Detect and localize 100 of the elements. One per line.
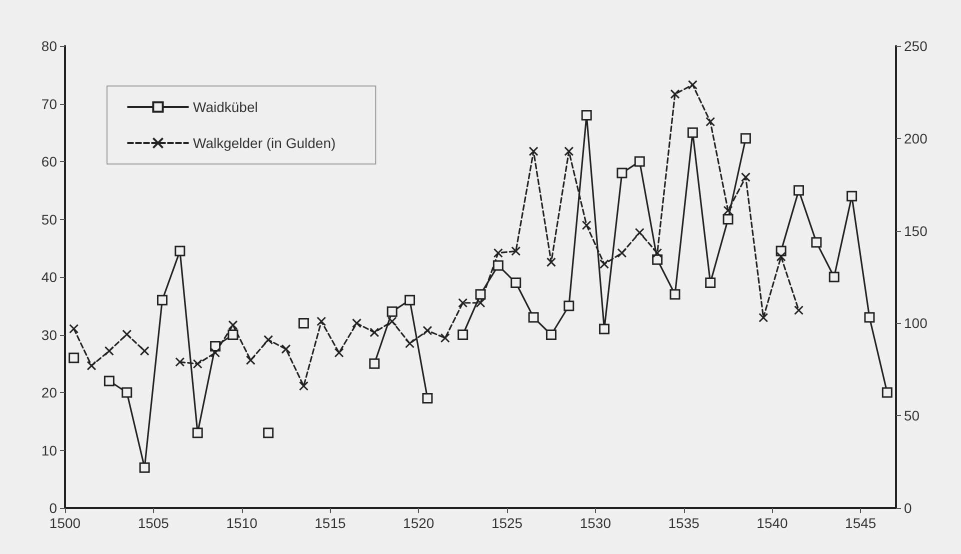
x-tick-label: 1530 [580,515,612,531]
point [670,289,680,300]
x-tick-label: 1545 [845,515,876,531]
point [69,324,79,334]
point [546,330,556,340]
point [104,346,114,356]
legend-label: Waidkübel [193,99,258,115]
point [298,381,308,391]
point [156,294,168,306]
y2-tick-label: 100 [904,315,928,332]
point [175,357,185,367]
point [581,110,592,121]
point [140,346,150,356]
point [458,330,468,340]
y-tick-label: 10 [41,442,58,458]
point [422,393,433,404]
point [528,146,538,156]
point [405,338,415,348]
point [228,320,238,330]
x-tick-label: 1510 [226,515,258,531]
point [370,328,380,338]
x-tick-label: 1540 [756,515,788,531]
point [192,359,202,369]
point [706,117,716,127]
point [387,316,397,326]
y2-tick-label: 200 [904,130,928,146]
point [546,257,556,267]
y2-tick-label: 0 [904,500,912,516]
point [722,214,734,224]
y-tick-label: 60 [41,154,58,170]
point [864,312,875,323]
x-tick-label: 1535 [668,515,700,531]
point [758,312,768,322]
point [582,220,592,230]
point [616,168,628,178]
y-tick-label: 40 [41,269,58,285]
y2-tick-label: 150 [904,222,928,239]
point [811,237,822,248]
point [139,462,150,473]
point [264,335,274,345]
point [122,330,132,340]
point [122,387,132,398]
point [740,133,751,144]
point [192,428,203,438]
point [492,260,504,271]
y-tick-label: 80 [41,38,58,54]
point [723,206,733,216]
point [564,300,574,312]
point [776,252,786,262]
point [298,318,309,328]
point [510,278,522,288]
point [740,172,750,182]
point [228,330,238,340]
point [281,344,291,354]
x-tick-label: 1515 [314,515,346,531]
y-tick-label: 30 [41,326,58,343]
point [440,333,450,343]
point [828,272,840,282]
point [369,358,380,369]
point [528,312,539,323]
point [68,352,80,364]
point [511,246,521,256]
point [404,294,416,306]
point [794,306,804,316]
point [386,306,398,317]
point [688,80,698,90]
point [670,89,680,99]
point [263,428,274,438]
point [316,316,326,326]
point [882,387,892,398]
point [564,146,574,156]
point [617,248,627,258]
x-tick-label: 1520 [403,515,434,531]
y-tick-label: 20 [41,384,58,400]
point [599,324,610,334]
point [493,248,503,258]
point [687,127,698,138]
point [634,228,644,238]
point [458,298,468,308]
point [475,289,486,300]
point [652,254,663,265]
y-tick-label: 50 [41,211,58,228]
point [794,185,804,196]
point [846,190,858,202]
point [174,246,186,256]
y2-tick-label: 250 [904,38,928,54]
x-tick-label: 1505 [138,515,170,531]
x-tick-label: 1525 [491,515,523,531]
point [476,298,486,308]
y-tick-label: 70 [41,96,58,112]
point [422,326,432,336]
point [334,348,344,358]
point [104,376,114,386]
point [86,360,96,370]
y-tick-label: 0 [49,500,58,516]
point [705,278,716,288]
x-tick-label: 1500 [49,515,81,531]
point [352,318,362,328]
point [634,156,645,167]
point [246,355,256,365]
